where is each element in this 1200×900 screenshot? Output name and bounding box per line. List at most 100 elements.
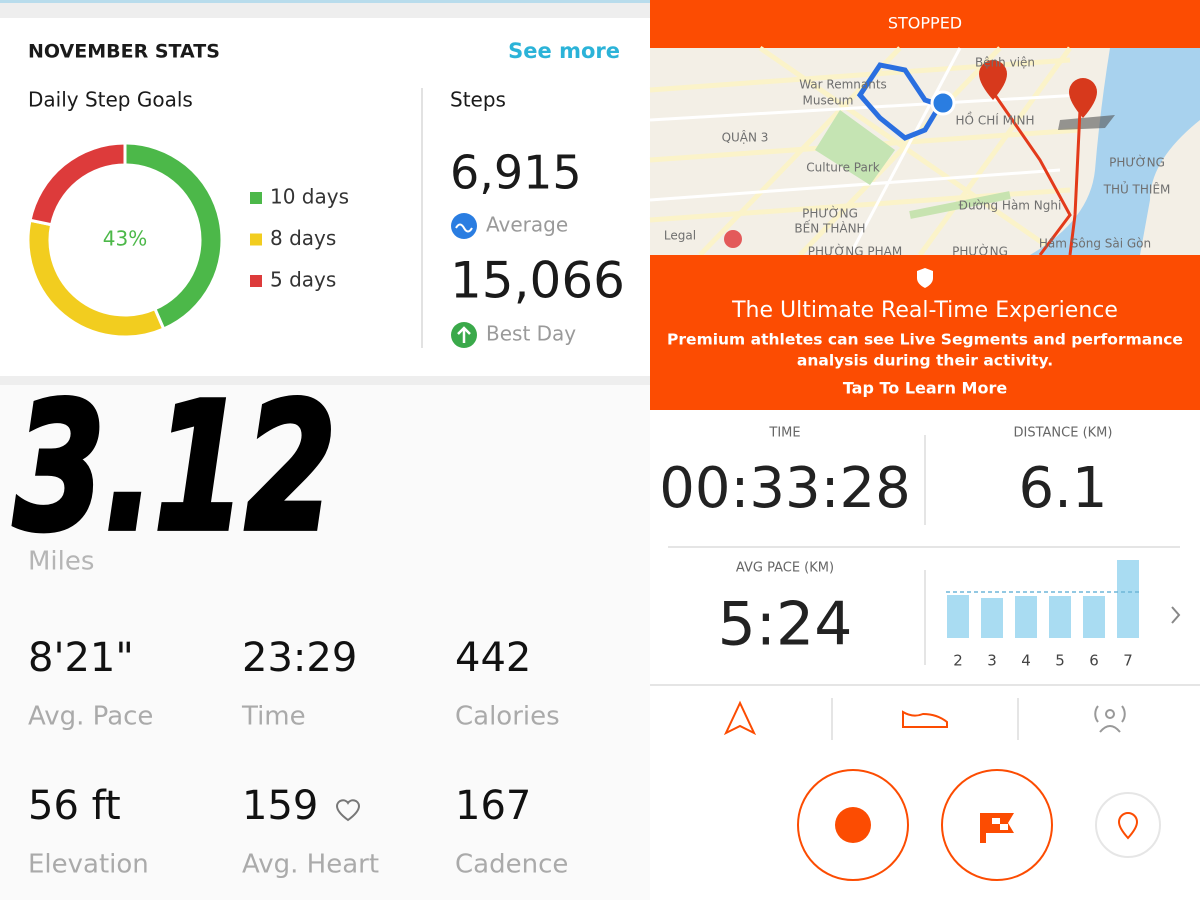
map-label: Bệnh viện [975, 56, 1035, 70]
map-label: War Remnants [799, 78, 887, 92]
legend-label: 10 days [270, 185, 349, 209]
status-bar [650, 0, 1200, 48]
record-dot [835, 807, 871, 843]
banner-title: The Ultimate Real-Time Experience [731, 298, 1118, 323]
steps-title: Steps [450, 88, 506, 112]
metric-value: 159 [242, 783, 318, 829]
map-label: THỦ THIÊM [1103, 181, 1171, 197]
card-title: NOVEMBER STATS [28, 41, 220, 63]
map: War Remnants Museum QUẬN 3 Culture Park PHƯỜ… [649, 45, 1200, 259]
metric-value: 442 [455, 635, 531, 681]
map-label: BẾN THÀNH [794, 220, 865, 236]
donut-center-label: 43% [103, 227, 147, 251]
goals-title: Daily Step Goals [28, 88, 193, 112]
map-location [930, 90, 956, 116]
split-label: 3 [987, 652, 997, 670]
split-label: 4 [1021, 652, 1031, 670]
average-steps: 6,915 [450, 146, 582, 200]
finish-flag-check [992, 818, 1008, 830]
beacon-icon[interactable] [1094, 705, 1126, 733]
route-icon[interactable] [723, 700, 757, 736]
map-label: PHƯỜNG PHẠM [808, 244, 902, 259]
map-hospital [724, 230, 742, 248]
pace-value: 5:24 [718, 590, 853, 660]
legend-label: 5 days [270, 268, 336, 292]
legend-swatch [250, 275, 262, 287]
split-bar [947, 595, 969, 638]
map-label: Museum [803, 94, 854, 108]
distance-value: 3.12 [14, 367, 336, 570]
banner-text: Premium athletes can see Live Segments a… [667, 331, 1183, 349]
metric-label: Time [241, 702, 306, 732]
metrics-grid: 8'21" Avg. Pace 23:29 Time 442 Calories 56 ft E… [28, 635, 568, 880]
metric-value: 8'21" [28, 635, 134, 681]
heart-icon [335, 799, 361, 822]
split-bar [1049, 596, 1071, 638]
legend-label: 8 days [270, 226, 336, 250]
chevron[interactable] [1171, 606, 1181, 624]
map-pin [979, 60, 1007, 100]
map-park [815, 110, 895, 185]
legend-swatch [250, 233, 262, 246]
see-more-link[interactable]: See more [508, 39, 620, 63]
map-green-strip [909, 191, 1011, 219]
metric-label: Calories [455, 702, 560, 732]
average-icon [451, 213, 477, 239]
average-label: Average [486, 213, 568, 237]
average-icon-wave [455, 223, 473, 233]
legend-swatch [250, 192, 262, 204]
map-label: QUẬN 3 [722, 130, 769, 145]
map-labels: War Remnants Museum QUẬN 3 Culture Park PHƯỜ… [664, 56, 1170, 259]
best-steps: 15,066 [450, 252, 625, 310]
split-bar [981, 598, 1003, 638]
map-pin [1069, 78, 1097, 118]
distance-unit: Miles [28, 547, 94, 577]
sport-icon[interactable] [902, 710, 948, 728]
map-streets [649, 47, 1081, 256]
metric-label: Cadence [455, 850, 568, 880]
run-card [0, 385, 650, 900]
metric-value: 56 ft [28, 783, 121, 829]
split-bar [1117, 560, 1139, 638]
map-label: PHƯỜNG [952, 244, 1008, 259]
top-line [0, 0, 650, 3]
location-button[interactable] [1095, 792, 1161, 858]
finish-flag [980, 813, 1014, 843]
splits-chart: 2 3 4 5 6 7 [946, 560, 1140, 670]
split-bar [1015, 596, 1037, 638]
banner-shield [917, 268, 933, 288]
time-label: TIME [768, 426, 800, 441]
status: STOPPED [888, 14, 962, 33]
banner-text: analysis during their activity. [797, 352, 1053, 370]
best-icon-arrow [457, 326, 471, 343]
split-bar [1083, 596, 1105, 638]
split-label: 5 [1055, 652, 1065, 670]
metric-value: 167 [455, 783, 531, 829]
map-label: PHƯỜNG [802, 206, 858, 221]
map-label: Đường Hàm Nghi [959, 199, 1062, 213]
location-icon [1117, 812, 1139, 840]
best-label: Best Day [486, 322, 576, 346]
distance-value: 6.1 [1018, 456, 1107, 521]
metric-label: Elevation [28, 850, 149, 880]
map-label: Legal [664, 229, 696, 243]
distance-label: DISTANCE (KM) [1014, 426, 1113, 441]
donut-segment [28, 141, 127, 227]
map-river [1030, 48, 1200, 255]
metric-value: 23:29 [242, 635, 357, 681]
time-value: 00:33:28 [659, 456, 911, 521]
donut-chart: 10 days 8 days 5 days 43% [26, 141, 349, 339]
split-label: 6 [1089, 652, 1099, 670]
map-label: Culture Park [806, 161, 879, 175]
map-label: PHƯỜNG [1109, 155, 1165, 170]
map-track [993, 94, 1082, 256]
map-label: Hầm Sông Sài Gòn [1039, 237, 1151, 251]
banner-link[interactable]: Tap To Learn More [843, 379, 1008, 398]
split-label: 7 [1123, 652, 1133, 670]
metric-label: Avg. Pace [28, 702, 153, 732]
split-label: 2 [953, 652, 963, 670]
pace-label: AVG PACE (KM) [736, 561, 834, 576]
